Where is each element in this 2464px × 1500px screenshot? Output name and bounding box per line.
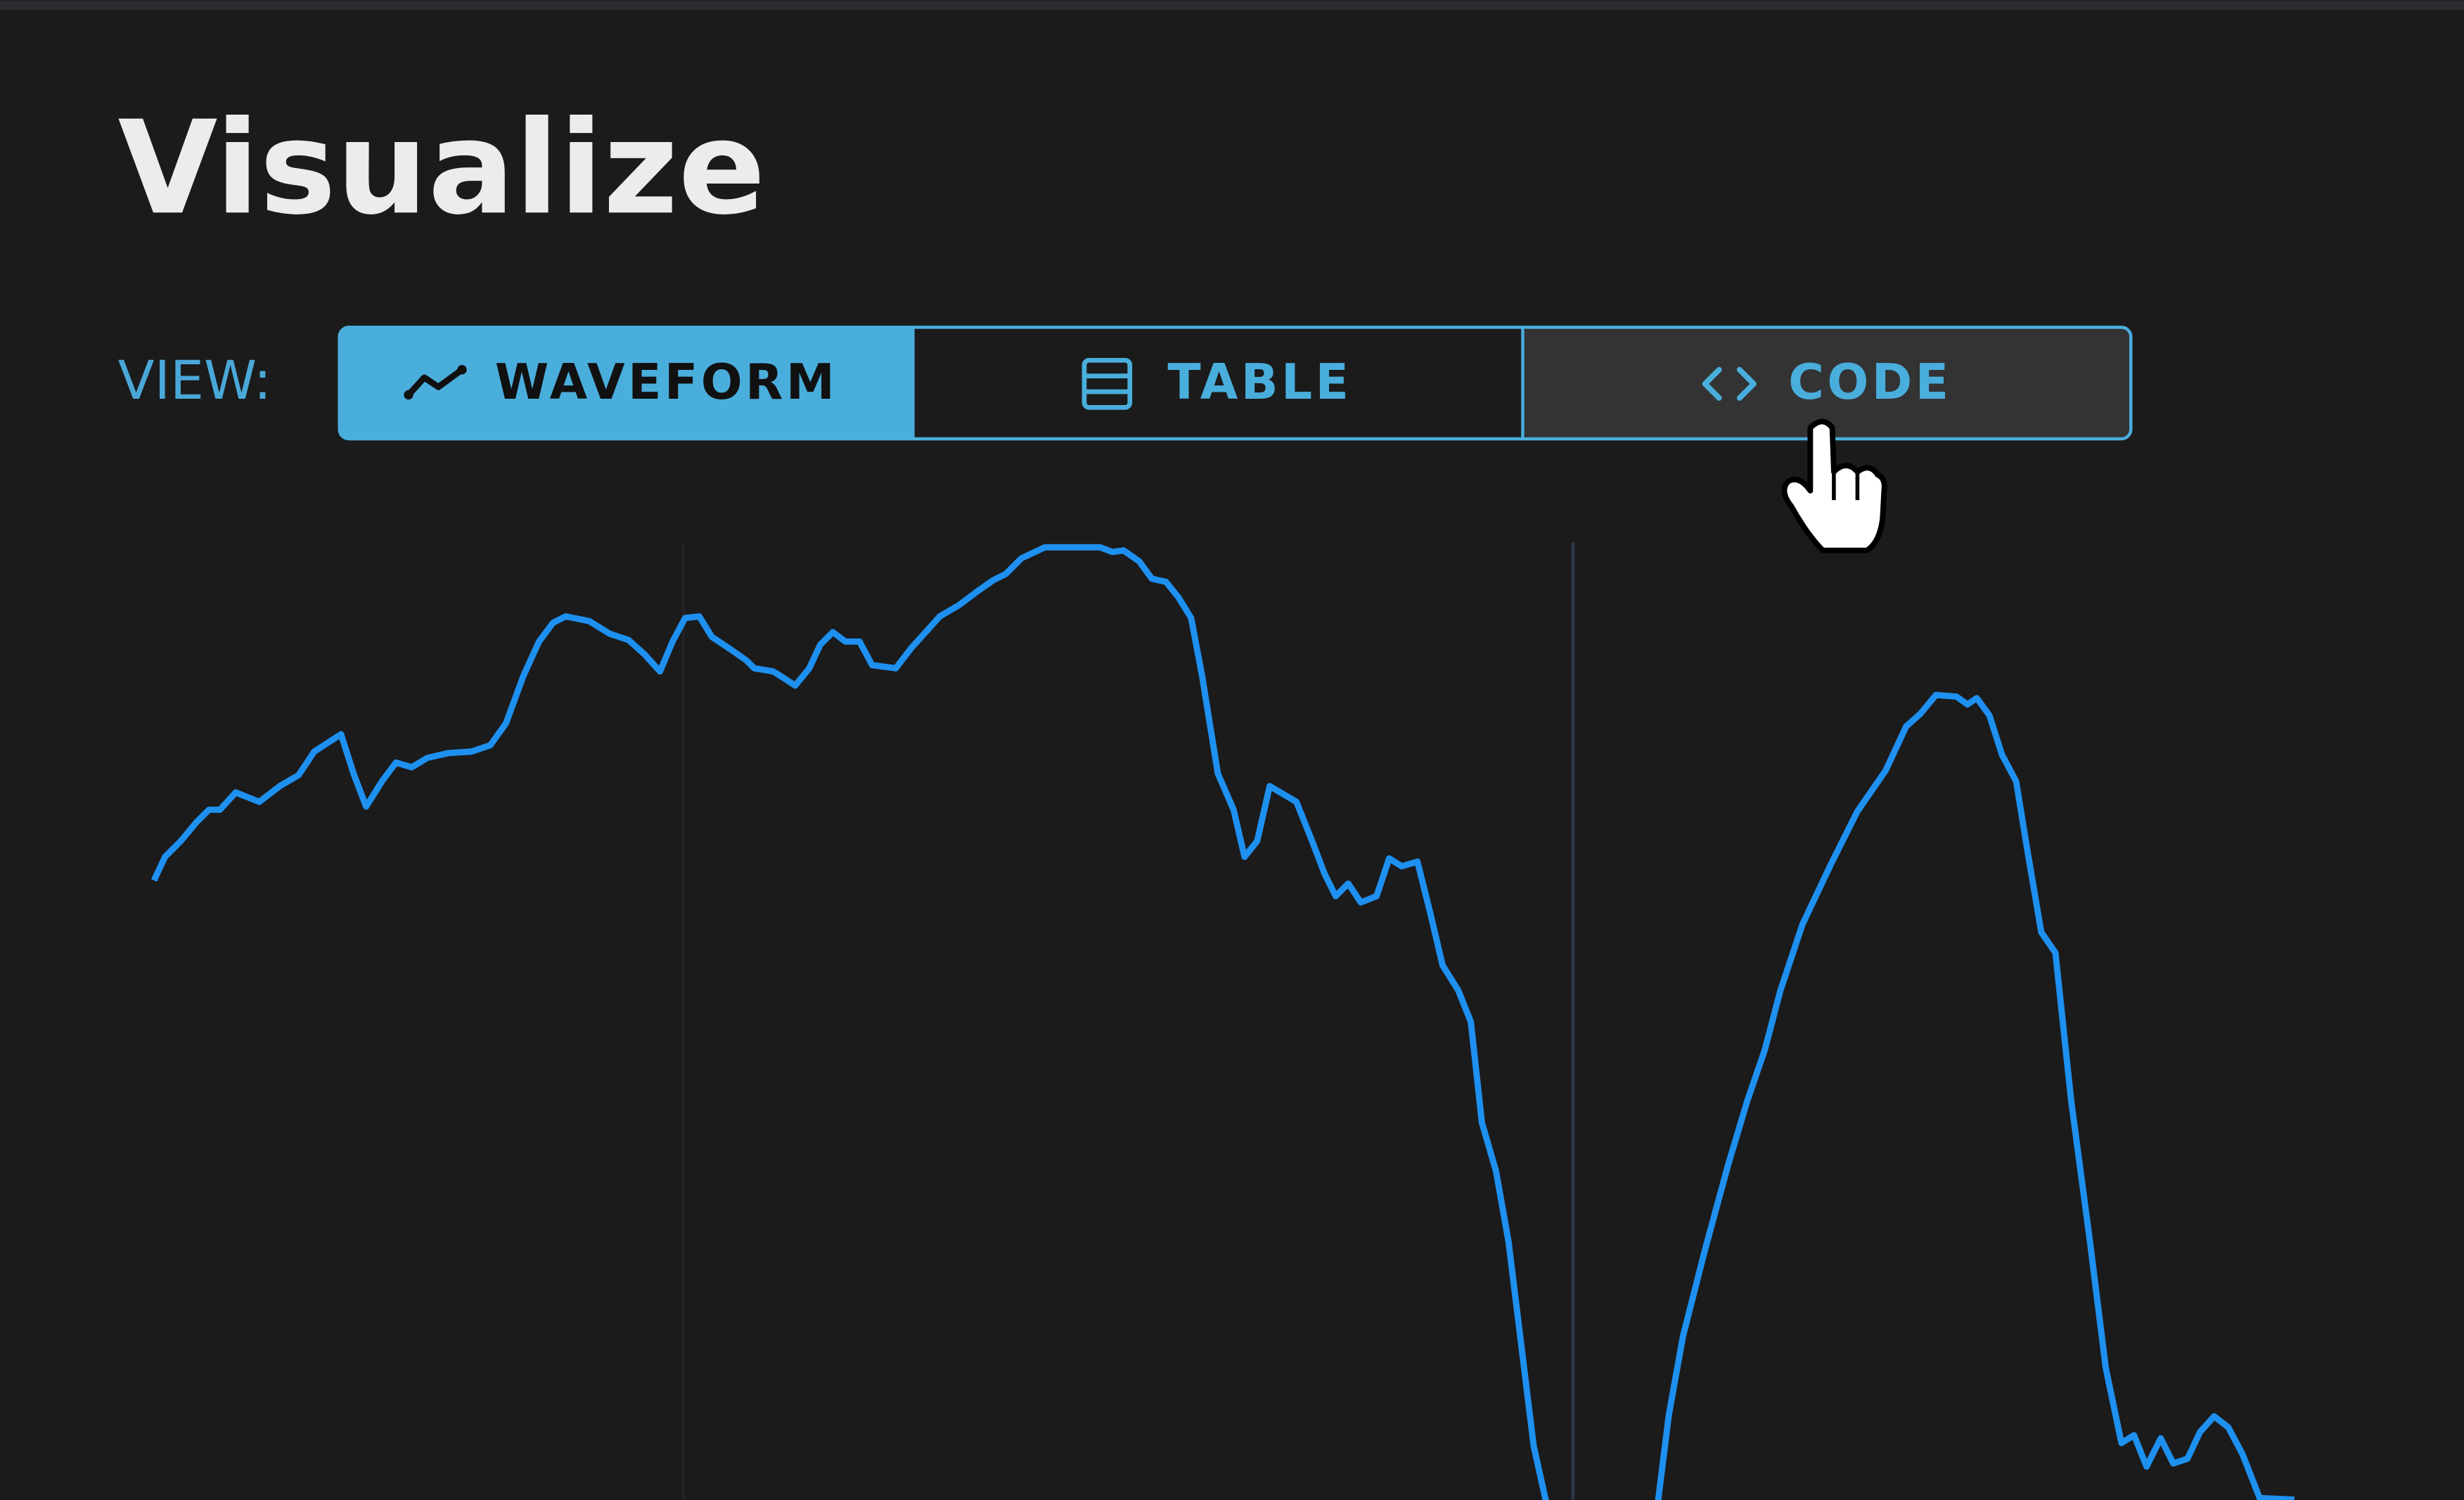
waveform-icon xyxy=(457,365,467,375)
waveform-button[interactable] xyxy=(339,327,915,440)
code-icon xyxy=(1702,366,1757,401)
switch-border xyxy=(338,326,2133,441)
top-bar xyxy=(0,0,2464,10)
view-label: VIEW: xyxy=(118,349,272,411)
waveform-label[interactable]: WAVEFORM xyxy=(495,354,838,411)
view-switch: WAVEFORM TABLE CODE xyxy=(338,326,2133,441)
table-label[interactable]: TABLE xyxy=(1167,354,1352,411)
table-icon xyxy=(1082,357,1133,410)
waveform-icon xyxy=(405,366,466,398)
code-label[interactable]: CODE xyxy=(1788,354,1951,411)
waveform xyxy=(150,544,2295,1500)
code-button-bg[interactable] xyxy=(1522,327,2131,440)
cursor xyxy=(1832,471,1860,501)
page-title: Visualize xyxy=(118,94,766,243)
waveform-icon xyxy=(404,390,413,400)
table-button[interactable] xyxy=(914,328,1522,437)
